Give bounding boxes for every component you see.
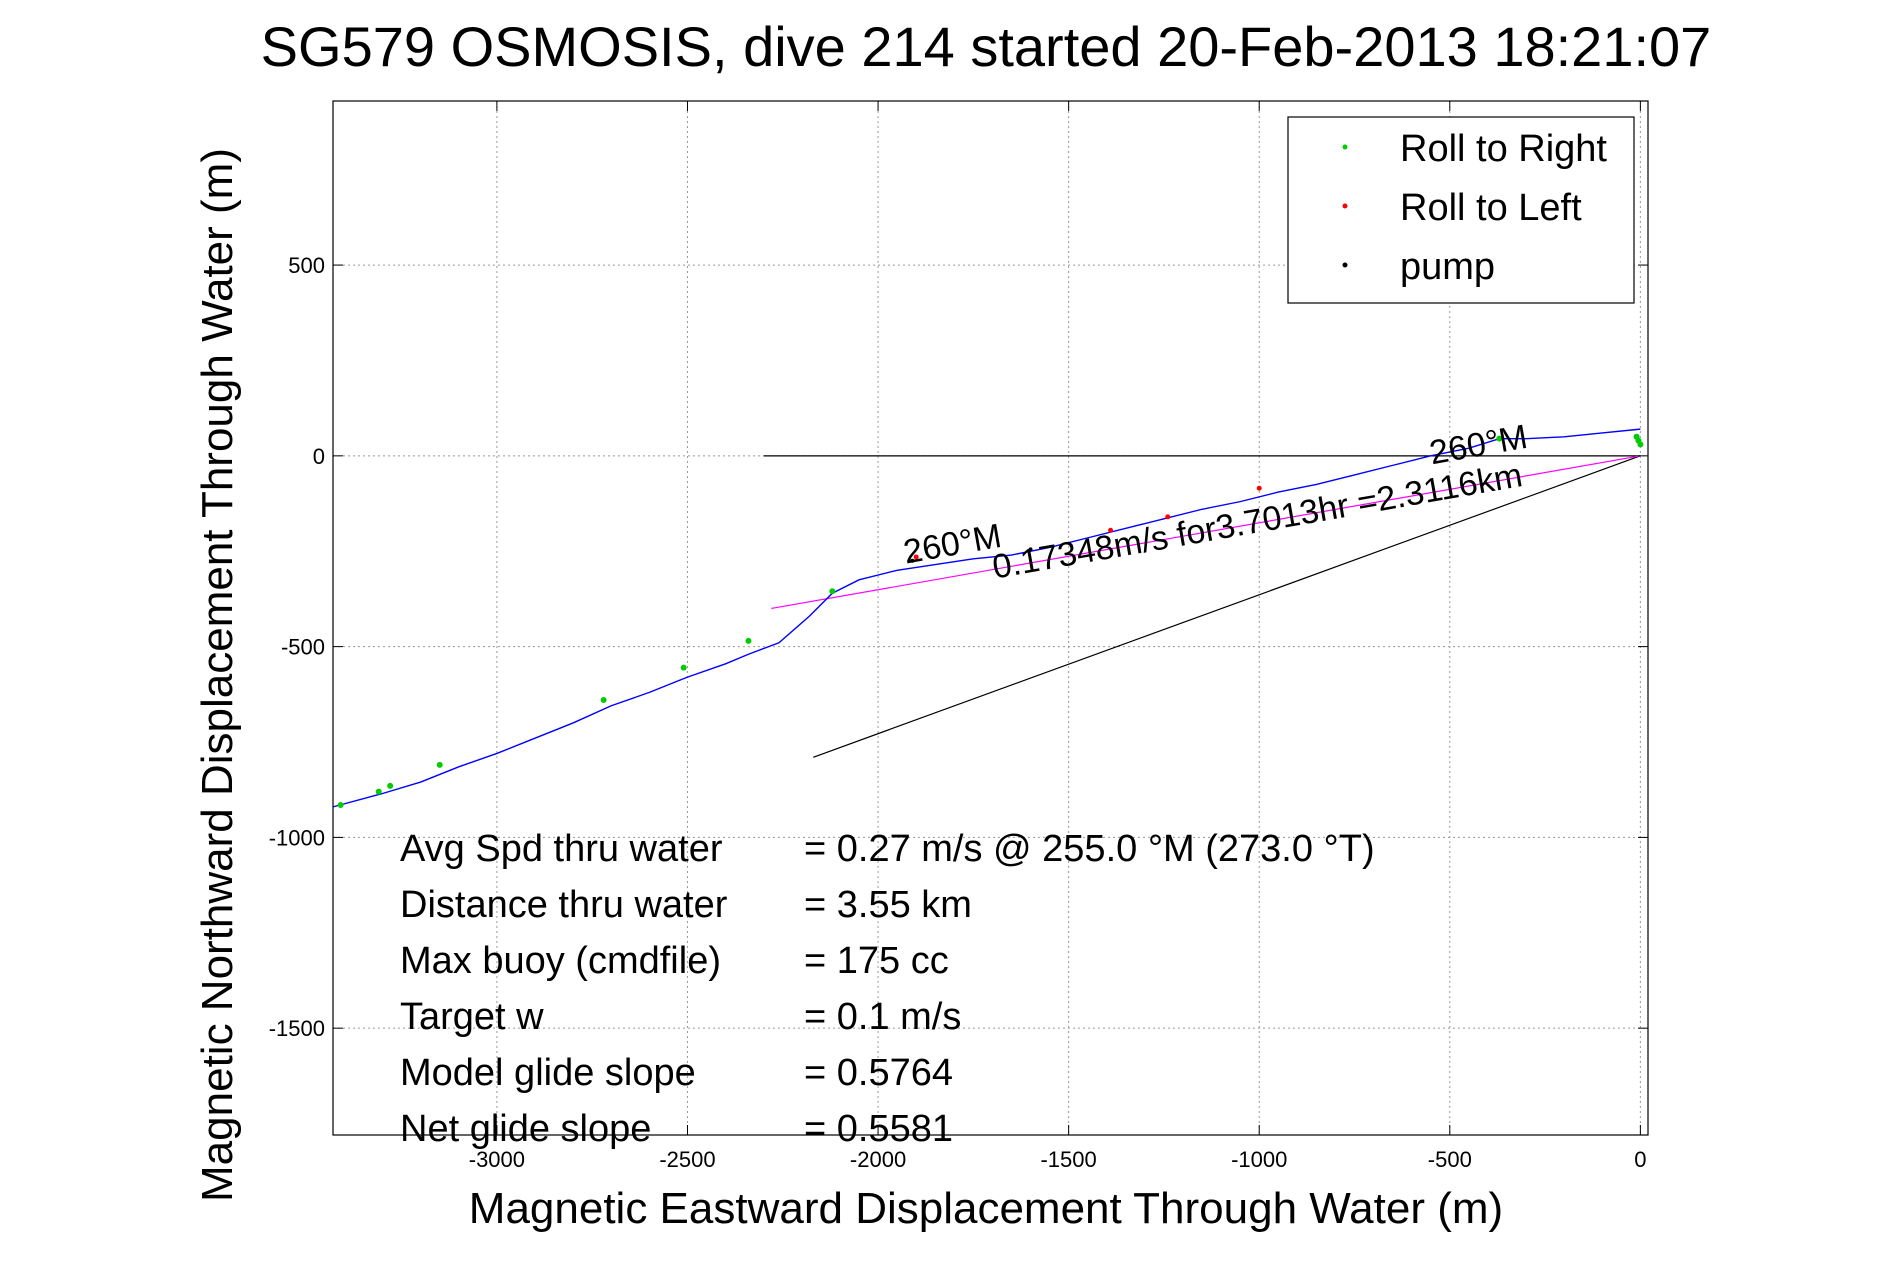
roll-left-point [913,554,919,560]
roll-right-point [337,801,344,808]
x-tick-label: -500 [1428,1147,1472,1172]
stat-value: = 0.27 m/s @ 255.0 °M (273.0 °T) [804,828,1375,870]
stat-value: = 0.5764 [804,1052,953,1094]
x-tick-label: -2500 [659,1147,715,1172]
data-layer: 0.17348m/s for3.7013hr =2.3116km260°M260… [332,418,1644,808]
plot-frame [332,100,1649,1136]
roll-right-point [1496,435,1503,442]
y-tick-label: -1500 [269,1016,325,1041]
legend: Roll to Right Roll to Left pump [1287,116,1635,304]
legend-label: Roll to Right [1400,128,1607,170]
pump-point [910,558,915,563]
y-axis-label: Magnetic Northward Displacement Through … [193,148,242,1202]
legend-marker [1342,144,1348,150]
x-tick-label: -1500 [1040,1147,1096,1172]
stat-label: Distance thru water [400,884,728,926]
x-tick-label: -1000 [1231,1147,1287,1172]
roll-right-point [680,664,687,671]
axis-ticks: -3000 -2500 -2000 -1500 -1000 -500 0 500 0 -500 -1… [269,101,1648,1172]
stat-label: Max buoy (cmdfile) [400,940,721,982]
x-axis-label: Magnetic Eastward Displacement Through W… [469,1184,1503,1233]
stat-label: Model glide slope [400,1052,696,1094]
stat-value: = 0.1 m/s [804,996,961,1038]
x-tick-label: -2000 [850,1147,906,1172]
roll-right-point [436,761,443,768]
legend-label: Roll to Left [1400,187,1582,229]
roll-left-point [1108,527,1114,533]
y-tick-label: -500 [281,635,325,660]
annotation-label: 260°M [901,517,1005,571]
roll-right-point [829,588,836,595]
roll-right-point [387,782,394,789]
roll-left-point [1165,514,1171,520]
stat-label: Target w [400,996,544,1038]
roll-right-point [745,637,752,644]
stat-value: = 3.55 km [804,884,972,926]
legend-marker [1342,262,1348,268]
y-tick-label: 500 [288,253,325,278]
x-tick-label: 0 [1634,1147,1646,1172]
legend-marker [1342,203,1348,209]
y-tick-label: -1000 [269,825,325,850]
current-displacement-line [771,455,1641,610]
annotation-label: 0.17348m/s for3.7013hr =2.3116km [990,456,1526,586]
y-tick-label: 0 [313,444,325,469]
roll-left-point [1256,485,1262,491]
heading-line [813,455,1641,758]
roll-right-point [600,697,607,704]
glider-track-line [332,428,1641,808]
stats-block: Avg Spd thru water = 0.27 m/s @ 255.0 °M … [400,828,1375,1150]
legend-label: pump [1400,246,1495,288]
x-tick-label: -3000 [469,1147,525,1172]
roll-right-point [1633,433,1640,440]
stat-value: = 175 cc [804,940,949,982]
stat-label: Avg Spd thru water [400,828,723,870]
roll-right-point [375,788,382,795]
pump-point [1028,547,1033,552]
chart-title: SG579 OSMOSIS, dive 214 started 20-Feb-2… [261,15,1712,78]
stat-value: = 0.5581 [804,1108,953,1150]
stat-label: Net glide slope [400,1108,651,1150]
